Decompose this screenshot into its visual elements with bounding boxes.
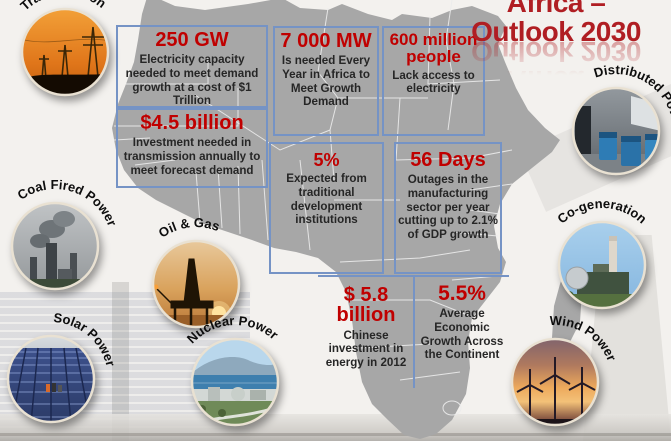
- bubble-label-arc: Oil & Gas: [155, 211, 224, 241]
- stat-value: 5%: [313, 150, 340, 170]
- stat-desc: Chinese investment in energy in 2012: [325, 328, 407, 370]
- bubble-label: Solar Power: [46, 299, 127, 373]
- bubble-transmission: Transmission: [0, 0, 150, 137]
- solar-power-photo-icon: [6, 334, 96, 424]
- stat-box-economic-growth: 5.5% Average Economic Growth Across the …: [416, 280, 508, 398]
- stat-box-new-mw: 7 000 MW Is needed Every Year in Africa …: [273, 26, 379, 136]
- stat-box-transmission-investment: $4.5 billion Investment needed in transm…: [116, 108, 268, 188]
- stat-value: 7 000 MW: [280, 30, 372, 52]
- bubble-wind-power: Wind Power: [470, 297, 640, 441]
- bubble-label-arc: Wind Power: [543, 302, 627, 368]
- bubble-label: Transmission: [17, 0, 110, 14]
- country-borders: [113, 0, 513, 416]
- stat-desc: Lack access to electricity: [392, 68, 475, 96]
- bubble-label: Wind Power: [543, 302, 627, 368]
- stat-value: 56 Days: [410, 149, 486, 171]
- wind-power-photo-icon: [510, 337, 600, 427]
- stat-box-development-institutions: 5% Expected from traditional development…: [269, 142, 384, 274]
- bubble-label: Co-generation: [554, 196, 649, 227]
- stat-value: 600 million people: [389, 30, 478, 67]
- stat-desc: Expected from traditional development in…: [286, 172, 367, 227]
- bubble-label-arc: Solar Power: [46, 299, 127, 373]
- stat-desc: Outages in the manufacturing sector per …: [398, 173, 498, 242]
- bubble-oil-and-gas: Oil & Gas: [111, 199, 281, 369]
- bottom-group-divider-vertical: [413, 275, 415, 388]
- stat-value: $4.5 billion: [140, 112, 244, 134]
- stat-value: 250 GW: [155, 29, 229, 51]
- bubble-label: Distributed Power: [587, 46, 671, 139]
- bubble-label-arc: Co-generation: [554, 196, 649, 227]
- stat-box-chinese-investment: $ 5.8 billion Chinese investment in ener…: [320, 282, 412, 417]
- coal-fired-power-photo-icon: [10, 201, 100, 291]
- transmission-photo-icon: [20, 7, 110, 97]
- stat-box-outages: 56 Days Outages in the manufacturing sec…: [394, 142, 502, 274]
- stat-value: $ 5.8 billion: [336, 284, 396, 327]
- bubble-label: Oil & Gas: [155, 211, 224, 241]
- bubble-coal-fired-power: Coal Fired Power: [0, 161, 140, 331]
- bubble-label-arc: Transmission: [17, 0, 110, 14]
- title-line-1: Africa –: [506, 0, 606, 18]
- bubble-label: Nuclear Power: [183, 310, 282, 346]
- bubble-label-arc: Coal Fired Power: [12, 164, 128, 232]
- co-generation-photo-icon: [557, 220, 647, 310]
- title-line-2: Outlook 2030: [471, 16, 641, 48]
- nuclear-power-photo-icon: [190, 337, 280, 427]
- bubble-co-generation: Co-generation: [517, 180, 671, 350]
- stat-desc: Investment needed in transmission annual…: [123, 136, 261, 177]
- bubble-solar-power: Solar Power: [0, 294, 136, 441]
- stat-desc: Electricity capacity needed to meet dema…: [125, 53, 259, 108]
- stat-value: 5.5%: [438, 282, 486, 305]
- stat-desc: Average Economic Growth Across the Conti…: [420, 307, 504, 362]
- slide-title: Africa – Outlook 2030: [443, 0, 669, 46]
- distributed-power-photo-icon: [571, 86, 661, 176]
- stat-box-people-without-electricity: 600 million people Lack access to electr…: [382, 26, 485, 136]
- bubble-nuclear-power: Nuclear Power: [150, 297, 320, 441]
- bubble-label-arc: Distributed Power: [587, 46, 671, 139]
- bubble-distributed-power: Distributed Power: [531, 46, 671, 216]
- oil-gas-photo-icon: [151, 239, 241, 329]
- bubble-label-arc: Nuclear Power: [183, 310, 282, 346]
- stat-desc: Is needed Every Year in Africa to Meet G…: [281, 54, 371, 109]
- stat-box-capacity: 250 GW Electricity capacity needed to me…: [116, 25, 268, 108]
